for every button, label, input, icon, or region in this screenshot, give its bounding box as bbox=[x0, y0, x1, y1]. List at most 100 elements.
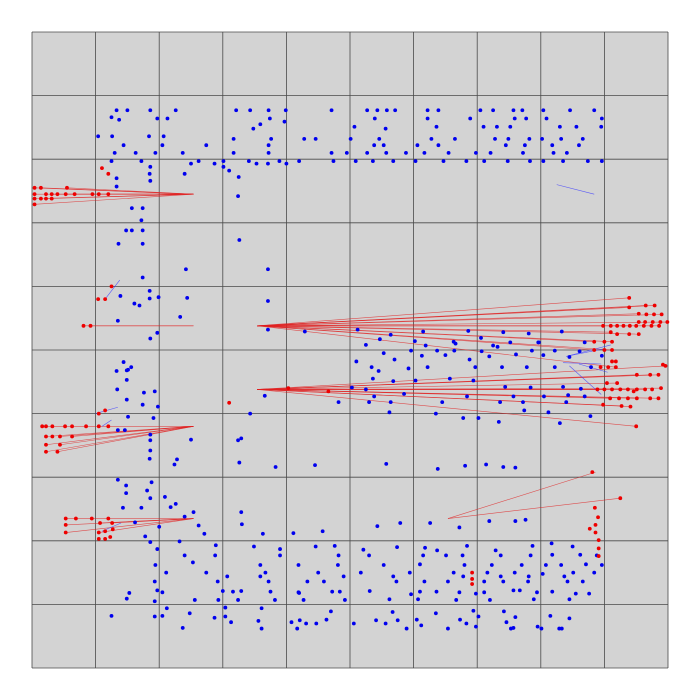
blue-point bbox=[168, 505, 173, 509]
blue-point bbox=[562, 574, 567, 579]
blue-point bbox=[127, 591, 132, 595]
blue-point bbox=[269, 136, 274, 141]
red-point bbox=[44, 449, 48, 454]
blue-point bbox=[422, 579, 427, 584]
blue-point bbox=[457, 590, 462, 595]
blue-point bbox=[514, 352, 518, 357]
blue-point bbox=[266, 579, 271, 584]
blue-point bbox=[548, 613, 553, 618]
red-ray bbox=[112, 518, 194, 524]
red-point bbox=[58, 442, 62, 447]
blue-point bbox=[297, 159, 302, 164]
blue-point bbox=[557, 421, 562, 426]
blue-point bbox=[476, 614, 481, 619]
blue-point bbox=[425, 365, 430, 370]
blue-point bbox=[559, 563, 564, 567]
blue-point bbox=[227, 168, 232, 173]
blue-point bbox=[512, 116, 517, 121]
blue-point bbox=[446, 579, 450, 584]
blue-point bbox=[331, 159, 336, 164]
blue-point bbox=[559, 329, 564, 334]
red-point bbox=[470, 582, 475, 586]
blue-point bbox=[390, 610, 395, 614]
blue-point bbox=[148, 448, 153, 453]
blue-point bbox=[520, 108, 525, 113]
blue-point bbox=[567, 597, 572, 602]
blue-point bbox=[129, 228, 134, 233]
blue-point bbox=[406, 366, 411, 371]
red-ray bbox=[447, 471, 596, 519]
blue-point bbox=[156, 295, 161, 300]
blue-point bbox=[297, 618, 302, 623]
red-point bbox=[661, 362, 665, 367]
red-point bbox=[55, 449, 60, 454]
blue-point bbox=[413, 378, 418, 383]
blue-point bbox=[487, 519, 492, 523]
red-point bbox=[50, 434, 55, 439]
blue-point bbox=[114, 176, 119, 181]
blue-point bbox=[273, 465, 278, 469]
blue-point bbox=[367, 400, 371, 405]
blue-point bbox=[361, 547, 366, 552]
blue-point bbox=[377, 136, 382, 141]
blue-point bbox=[96, 134, 101, 139]
blue-point bbox=[541, 353, 546, 357]
red-point bbox=[63, 424, 67, 429]
blue-point bbox=[148, 438, 153, 443]
blue-point bbox=[599, 124, 604, 129]
red-point bbox=[592, 348, 597, 352]
blue-point bbox=[114, 108, 119, 113]
red-ray bbox=[257, 382, 618, 390]
blue-point bbox=[151, 416, 156, 420]
red-point bbox=[50, 424, 55, 429]
blue-point bbox=[495, 124, 499, 129]
blue-point bbox=[223, 605, 228, 610]
blue-point bbox=[526, 331, 531, 336]
red-ray bbox=[257, 325, 639, 335]
red-point bbox=[63, 530, 68, 535]
blue-point bbox=[140, 275, 145, 280]
blue-point bbox=[428, 521, 433, 525]
blue-point bbox=[259, 626, 264, 631]
blue-point bbox=[511, 394, 516, 399]
blue-point bbox=[160, 590, 165, 595]
red-ray bbox=[257, 389, 631, 407]
blue-point bbox=[234, 108, 239, 113]
blue-point bbox=[139, 218, 144, 223]
blue-point bbox=[457, 525, 462, 530]
blue-point bbox=[124, 596, 129, 601]
red-ray bbox=[257, 325, 616, 368]
blue-point bbox=[578, 386, 583, 391]
blue-point bbox=[352, 124, 357, 129]
blue-point bbox=[416, 597, 420, 602]
blue-point bbox=[461, 416, 466, 420]
blue-point bbox=[374, 618, 378, 623]
blue-point bbox=[132, 301, 137, 306]
blue-point bbox=[155, 547, 160, 551]
blue-point bbox=[573, 591, 578, 596]
red-point bbox=[601, 323, 606, 328]
blue-point bbox=[364, 387, 368, 392]
blue-point bbox=[304, 621, 309, 626]
blue-point bbox=[504, 620, 509, 625]
blue-points bbox=[96, 108, 604, 631]
blue-point bbox=[192, 598, 197, 602]
blue-point bbox=[402, 391, 406, 396]
blue-point bbox=[109, 159, 114, 164]
red-ray bbox=[257, 314, 662, 327]
blue-point bbox=[517, 588, 522, 593]
blue-point bbox=[182, 171, 187, 176]
blue-point bbox=[446, 150, 451, 155]
blue-point bbox=[521, 400, 525, 405]
red-ray bbox=[257, 321, 668, 327]
blue-point bbox=[225, 574, 230, 579]
blue-point bbox=[266, 327, 270, 332]
blue-point bbox=[392, 357, 397, 362]
red-point bbox=[592, 505, 597, 510]
blue-point bbox=[148, 496, 153, 501]
red-point bbox=[606, 365, 611, 370]
red-point bbox=[106, 192, 111, 197]
blue-point bbox=[564, 150, 569, 155]
red-point bbox=[658, 320, 663, 324]
red-point bbox=[49, 196, 54, 201]
